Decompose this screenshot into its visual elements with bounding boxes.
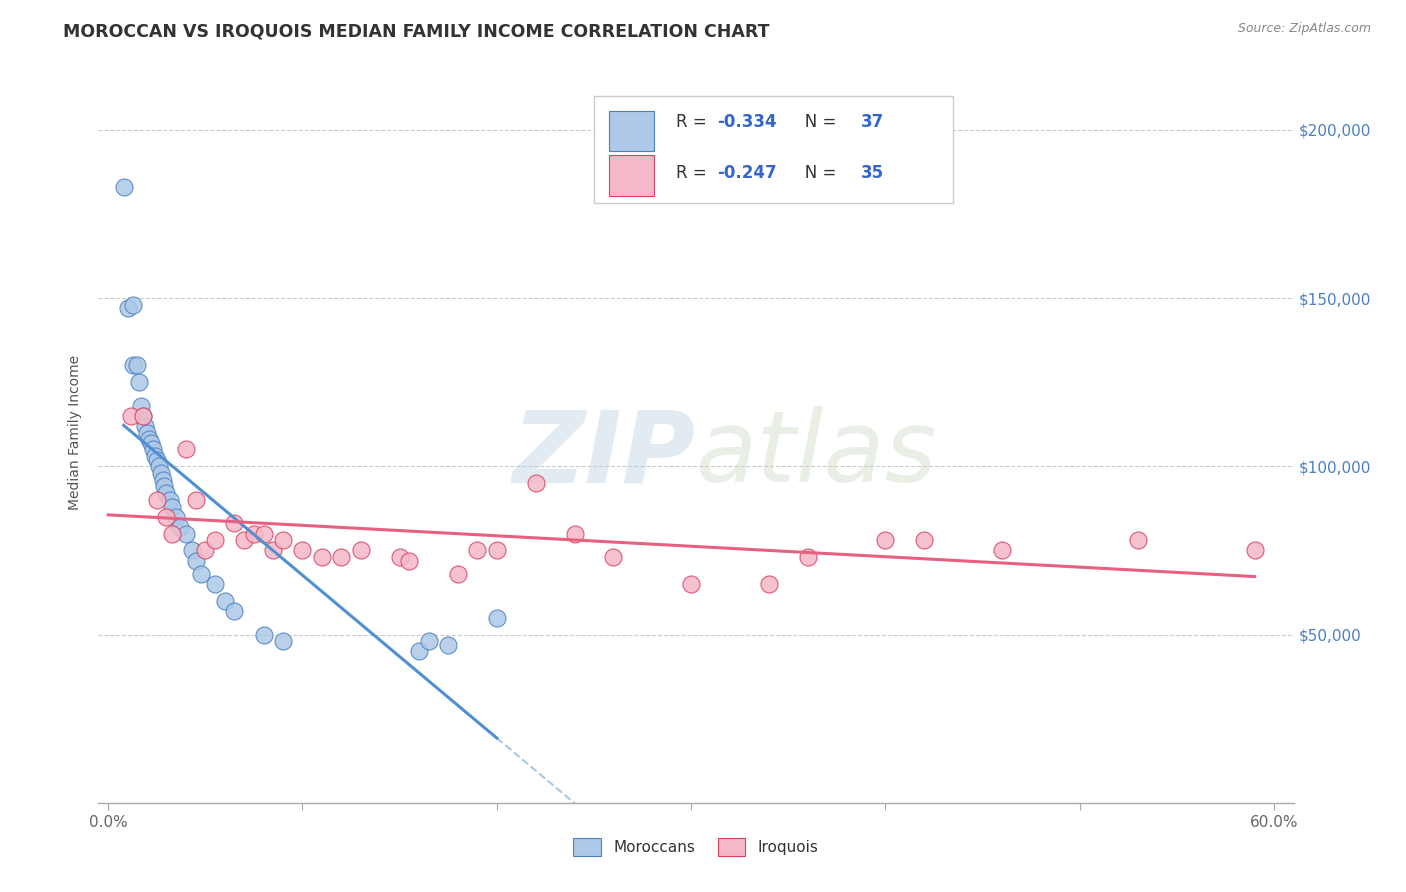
Point (252, 526, 274, 541)
Point (145, 452, 167, 467)
Text: R =: R = (676, 164, 711, 183)
Point (252, 627, 274, 641)
Point (243, 526, 266, 541)
Text: R =: R = (676, 112, 711, 130)
Point (184, 553, 207, 567)
Point (204, 533, 226, 548)
Point (447, 566, 470, 581)
Point (153, 479, 176, 493)
Point (262, 543, 284, 558)
Point (145, 492, 167, 507)
Text: ZIP: ZIP (513, 407, 696, 503)
Point (127, 359, 149, 373)
Point (271, 533, 294, 548)
Point (388, 550, 411, 565)
Point (350, 543, 373, 558)
Point (155, 509, 177, 524)
Text: -0.247: -0.247 (717, 164, 778, 183)
Point (139, 435, 162, 450)
Point (155, 486, 177, 500)
Point (485, 543, 508, 558)
Point (138, 433, 160, 447)
Point (524, 476, 547, 491)
Point (174, 442, 197, 457)
Text: MOROCCAN VS IROQUOIS MEDIAN FAMILY INCOME CORRELATION CHART: MOROCCAN VS IROQUOIS MEDIAN FAMILY INCOM… (63, 22, 769, 40)
Point (190, 566, 212, 581)
Point (143, 449, 166, 463)
Point (129, 399, 152, 413)
Point (128, 375, 150, 389)
Text: atlas: atlas (696, 407, 938, 503)
Point (169, 520, 191, 534)
Point (162, 526, 184, 541)
Point (184, 492, 207, 507)
Point (1243, 543, 1265, 558)
Point (134, 418, 156, 433)
Point (122, 359, 145, 373)
Point (758, 577, 780, 591)
Y-axis label: Median Family Income: Median Family Income (69, 355, 83, 510)
Point (291, 543, 314, 558)
Point (112, 180, 135, 194)
Point (437, 638, 460, 652)
Point (132, 409, 155, 423)
Point (152, 473, 174, 487)
Point (120, 409, 142, 423)
Legend: Moroccans, Iroquois: Moroccans, Iroquois (567, 832, 825, 862)
Point (159, 492, 181, 507)
Point (233, 533, 256, 548)
Point (912, 533, 935, 548)
Point (149, 466, 172, 480)
Point (796, 550, 818, 565)
Text: N =: N = (789, 164, 842, 183)
Point (194, 543, 217, 558)
Point (132, 409, 155, 423)
Point (681, 577, 703, 591)
Point (224, 516, 246, 531)
Point (1126, 533, 1149, 548)
Point (148, 459, 170, 474)
Point (204, 577, 226, 591)
Point (330, 550, 353, 565)
Point (467, 543, 489, 558)
Point (418, 634, 440, 648)
Point (602, 550, 624, 565)
Point (311, 550, 333, 565)
Point (165, 509, 187, 524)
Point (408, 644, 430, 658)
FancyBboxPatch shape (609, 111, 654, 152)
Point (875, 533, 897, 548)
Point (214, 594, 236, 608)
Text: 35: 35 (860, 164, 884, 183)
Text: Source: ZipAtlas.com: Source: ZipAtlas.com (1237, 22, 1371, 36)
Point (180, 543, 202, 558)
Point (117, 301, 139, 315)
Text: 37: 37 (860, 112, 884, 130)
Point (122, 298, 145, 312)
Point (224, 604, 246, 618)
Point (991, 543, 1014, 558)
Point (271, 634, 294, 648)
Point (564, 526, 586, 541)
Point (136, 425, 159, 440)
Text: -0.334: -0.334 (717, 112, 778, 130)
FancyBboxPatch shape (595, 95, 953, 203)
Point (398, 553, 420, 567)
FancyBboxPatch shape (609, 155, 654, 195)
Point (142, 442, 165, 457)
Text: N =: N = (789, 112, 842, 130)
Point (162, 500, 184, 514)
Point (174, 526, 197, 541)
Point (485, 610, 508, 624)
